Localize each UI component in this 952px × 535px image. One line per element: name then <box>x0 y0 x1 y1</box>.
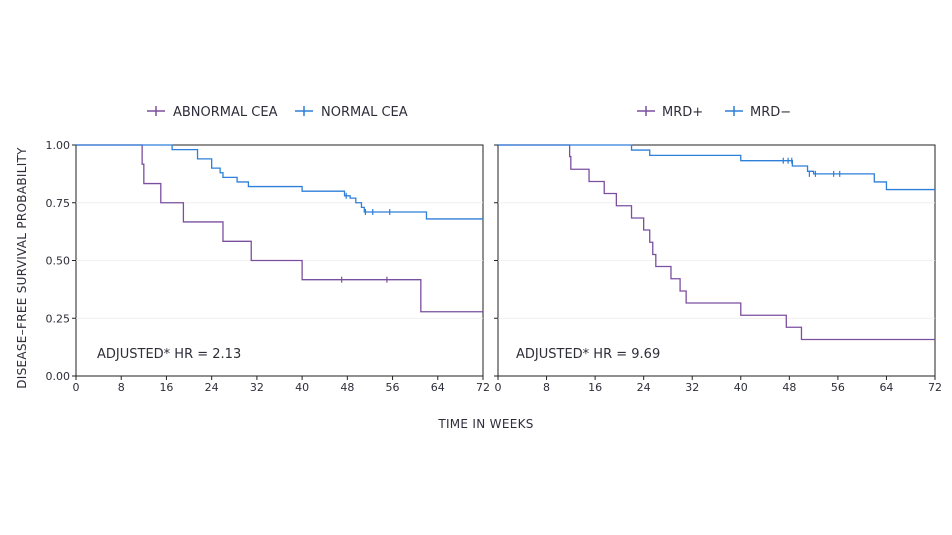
legend-item-mrd-negative: MRD− <box>725 105 791 120</box>
km-curve-0 <box>498 144 935 341</box>
gridlines-mrd <box>498 202 935 319</box>
x-tick-label: 0 <box>73 381 80 394</box>
x-tick-label: 24 <box>205 381 219 394</box>
x-ticks-cea: 0 8 16 24 32 40 48 56 64 72 <box>73 376 490 394</box>
km-curve-0 <box>76 144 483 313</box>
x-tick-label: 0 <box>495 381 502 394</box>
x-tick-label: 8 <box>118 381 125 394</box>
x-tick-label: 48 <box>782 381 796 394</box>
legend-label-mrd-positive: MRD+ <box>662 105 703 120</box>
x-tick-label: 8 <box>543 381 550 394</box>
curves-mrd <box>498 144 935 341</box>
x-tick-label: 72 <box>928 381 942 394</box>
legend-mrd: MRD+ MRD− <box>637 105 791 120</box>
curves-cea <box>76 144 483 313</box>
x-tick-label: 64 <box>879 381 893 394</box>
y-ticks-mrd <box>494 144 498 377</box>
hr-annotation-mrd: ADJUSTED* HR = 9.69 <box>516 347 660 362</box>
x-tick-label: 48 <box>340 381 354 394</box>
legend-label-mrd-negative: MRD− <box>750 105 791 120</box>
km-panel-mrd: MRD+ MRD− 0 8 16 24 32 40 48 56 64 72 ADJUSTED* H… <box>494 105 942 394</box>
y-tick-label: 0.50 <box>46 255 71 268</box>
x-tick-label: 16 <box>159 381 173 394</box>
x-axis-label: TIME IN WEEKS <box>437 417 533 431</box>
km-curve-1 <box>498 144 935 191</box>
x-tick-label: 24 <box>637 381 651 394</box>
legend-item-abnormal-cea: ABNORMAL CEA <box>147 105 278 120</box>
km-curve-1 <box>76 144 483 220</box>
y-tick-label: 0.00 <box>46 370 71 383</box>
legend-label-abnormal-cea: ABNORMAL CEA <box>173 105 278 120</box>
legend-item-mrd-positive: MRD+ <box>637 105 703 120</box>
hr-annotation-cea: ADJUSTED* HR = 2.13 <box>97 347 241 362</box>
x-tick-label: 32 <box>685 381 699 394</box>
km-panel-cea: ABNORMAL CEA NORMAL CEA 0.00 0.25 0.50 0.75… <box>46 105 491 394</box>
y-axis-label: DISEASE–FREE SURVIVAL PROBABILITY <box>15 147 29 389</box>
x-tick-label: 16 <box>588 381 602 394</box>
y-tick-label: 1.00 <box>46 139 71 152</box>
x-tick-label: 40 <box>734 381 748 394</box>
x-tick-label: 56 <box>386 381 400 394</box>
legend-item-normal-cea: NORMAL CEA <box>295 105 408 120</box>
y-ticks-cea: 0.00 0.25 0.50 0.75 1.00 <box>46 139 76 383</box>
x-tick-label: 40 <box>295 381 309 394</box>
x-ticks-mrd: 0 8 16 24 32 40 48 56 64 72 <box>495 376 942 394</box>
legend-cea: ABNORMAL CEA NORMAL CEA <box>147 105 408 120</box>
y-tick-label: 0.25 <box>46 312 71 325</box>
x-tick-label: 32 <box>250 381 264 394</box>
y-tick-label: 0.75 <box>46 197 71 210</box>
legend-label-normal-cea: NORMAL CEA <box>321 105 408 120</box>
x-tick-label: 64 <box>431 381 445 394</box>
x-tick-label: 56 <box>831 381 845 394</box>
x-tick-label: 72 <box>476 381 490 394</box>
